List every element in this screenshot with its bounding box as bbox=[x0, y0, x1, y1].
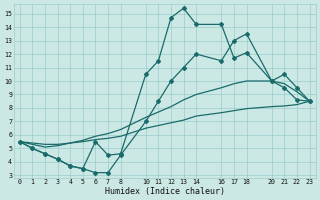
X-axis label: Humidex (Indice chaleur): Humidex (Indice chaleur) bbox=[105, 187, 225, 196]
